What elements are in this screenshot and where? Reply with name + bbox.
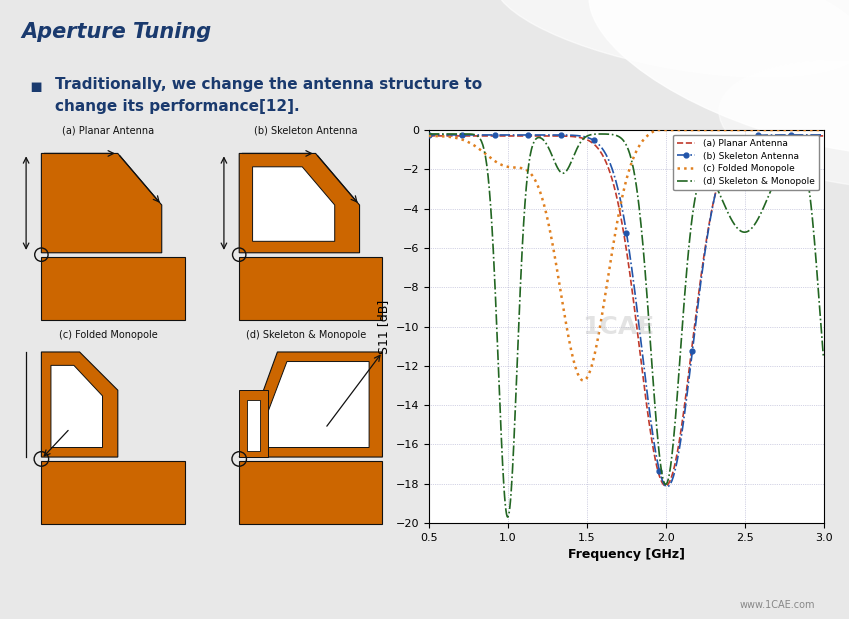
(a) Planar Antenna [688,334,698,342]
Polygon shape [42,154,161,253]
(d) Skeleton & Monopole [603,131,613,138]
Line: (a) Planar Antenna: (a) Planar Antenna [429,136,824,486]
(a) Planar Antenna [661,482,671,490]
(c) Folded Monopole [722,126,733,134]
(d) Skeleton & Monopole [688,207,698,215]
(d) Skeleton & Monopole [818,354,829,361]
Text: change its performance[12].: change its performance[12]. [55,99,300,114]
Polygon shape [239,257,382,319]
(d) Skeleton & Monopole [526,148,536,155]
Ellipse shape [719,60,849,188]
(b) Skeleton Antenna [602,154,612,161]
(a) Planar Antenna [818,132,829,140]
(c) Folded Monopole [689,126,699,134]
Y-axis label: S11 [dB]: S11 [dB] [377,300,390,353]
Polygon shape [239,390,268,457]
Text: ▪: ▪ [30,77,43,97]
(d) Skeleton & Monopole [503,513,513,521]
(a) Planar Antenna [602,162,612,169]
(a) Planar Antenna [526,132,536,140]
Ellipse shape [493,0,849,77]
(c) Folded Monopole [652,126,662,134]
(c) Folded Monopole [526,170,536,177]
(b) Skeleton Antenna [688,342,698,349]
X-axis label: Frequency [GHz]: Frequency [GHz] [568,548,684,561]
Polygon shape [51,365,103,448]
(d) Skeleton & Monopole [424,130,434,137]
(d) Skeleton & Monopole [657,470,667,478]
Polygon shape [42,352,118,457]
Polygon shape [239,461,382,524]
Ellipse shape [589,0,849,156]
(a) Planar Antenna [493,132,503,140]
Title: (c) Folded Monopole: (c) Folded Monopole [59,331,158,340]
(c) Folded Monopole [424,132,434,140]
Text: www.1CAE.com: www.1CAE.com [739,600,815,610]
Title: (a) Planar Antenna: (a) Planar Antenna [62,126,155,136]
(b) Skeleton Antenna [526,131,536,139]
(b) Skeleton Antenna [818,131,829,139]
Polygon shape [239,352,382,457]
(b) Skeleton Antenna [493,131,503,139]
(b) Skeleton Antenna [662,483,672,490]
(d) Skeleton & Monopole [493,369,503,376]
Title: (d) Skeleton & Monopole: (d) Skeleton & Monopole [246,331,366,340]
Polygon shape [42,257,184,319]
(b) Skeleton Antenna [656,474,666,482]
Line: (b) Skeleton Antenna: (b) Skeleton Antenna [426,132,826,489]
Polygon shape [253,167,335,241]
Polygon shape [247,400,260,451]
Polygon shape [239,154,360,253]
(a) Planar Antenna [722,155,732,163]
Line: (c) Folded Monopole: (c) Folded Monopole [429,130,824,381]
(c) Folded Monopole [603,274,613,281]
(c) Folded Monopole [578,377,588,384]
(a) Planar Antenna [656,477,666,485]
Title: (b) Skeleton Antenna: (b) Skeleton Antenna [255,126,357,136]
(b) Skeleton Antenna [722,154,732,162]
(b) Skeleton Antenna [424,131,434,139]
Polygon shape [255,361,369,448]
(d) Skeleton & Monopole [722,206,732,214]
Legend: (a) Planar Antenna, (b) Skeleton Antenna, (c) Folded Monopole, (d) Skeleton & Mo: (a) Planar Antenna, (b) Skeleton Antenna… [673,134,819,191]
(c) Folded Monopole [658,126,668,134]
(c) Folded Monopole [493,160,503,167]
(c) Folded Monopole [818,126,829,134]
Line: (d) Skeleton & Monopole: (d) Skeleton & Monopole [429,134,824,517]
Text: Traditionally, we change the antenna structure to: Traditionally, we change the antenna str… [55,77,482,92]
Text: Aperture Tuning: Aperture Tuning [21,22,211,41]
Text: 1CAE: 1CAE [582,314,655,339]
Polygon shape [42,461,184,524]
(a) Planar Antenna [424,132,434,140]
